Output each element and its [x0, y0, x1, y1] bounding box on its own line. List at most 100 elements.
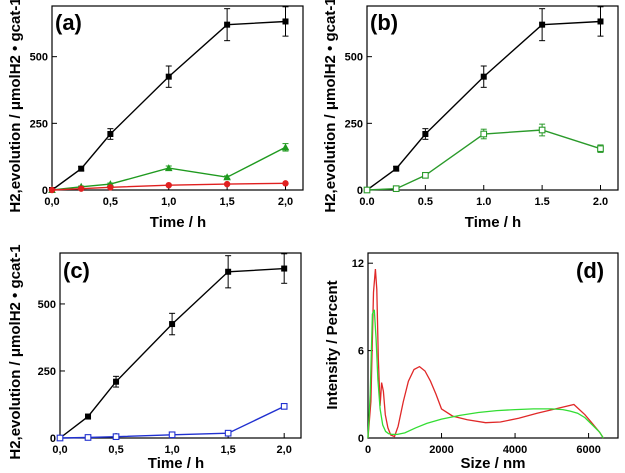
x-tick-label: 2000 — [429, 444, 453, 456]
data-point — [112, 433, 120, 441]
plot-frame-d — [367, 252, 619, 439]
y-tick-label: 0 — [50, 433, 56, 445]
x-tick-label: 0,0 — [44, 196, 59, 208]
panel-d: (d) Size / nm Intensity / Percent 0 2000 4… — [324, 252, 619, 472]
data-point — [113, 378, 120, 385]
data-point — [363, 186, 371, 194]
panel-label-b: (b) — [370, 10, 398, 35]
x-tick-label: 4000 — [503, 444, 527, 456]
x-tick-label: 2,0 — [278, 196, 293, 208]
data-point — [480, 73, 487, 80]
y-tick-label: 500 — [38, 299, 56, 311]
data-point — [165, 182, 172, 189]
x-tick-label: 0.0 — [359, 196, 374, 208]
series-line-green — [367, 309, 604, 439]
data-point — [168, 431, 176, 439]
panel-label-c: (c) — [63, 258, 90, 283]
ticks-d: 0 2000 4000 6000 0 6 12 — [352, 258, 601, 456]
x-tick-label: 0,5 — [103, 196, 118, 208]
series-line-black — [366, 20, 601, 191]
y-tick-label: 0 — [42, 185, 48, 197]
data-point — [48, 186, 56, 194]
data-point — [77, 185, 85, 192]
x-axis-title-d: Size / nm — [460, 455, 525, 472]
panel-label-a: (a) — [55, 10, 82, 35]
x-tick-label: 0.5 — [418, 196, 433, 208]
series-line-blue — [59, 405, 285, 439]
plot-frame-a — [51, 5, 304, 191]
data-point — [282, 180, 289, 187]
y-axis-title-d: Intensity / Percent — [324, 280, 341, 409]
data-point — [422, 131, 429, 137]
data-point — [164, 164, 173, 172]
x-axis-title-a: Time / h — [150, 214, 206, 231]
data-point — [392, 185, 400, 193]
y-tick-label: 500 — [30, 52, 48, 64]
x-tick-label: 0,5 — [108, 444, 123, 456]
marks-b — [363, 6, 604, 194]
x-tick-label: 1,0 — [164, 444, 179, 456]
x-tick-label: 2.0 — [593, 196, 608, 208]
data-point — [84, 434, 92, 441]
x-tick-label: 1,0 — [161, 196, 176, 208]
data-point — [281, 265, 288, 272]
data-point — [224, 429, 232, 437]
panel-c: (c) Time / h H2,evolution / μmolH2 • gca… — [7, 244, 302, 472]
data-point — [282, 18, 289, 25]
y-axis-title-c: H2,evolution / μmolH2 • gcat-1 — [7, 244, 24, 459]
ticks-a: 0,0 0,5 1,0 1,5 2,0 0 250 500 — [30, 52, 293, 208]
plot-frame-b — [366, 5, 619, 191]
data-point — [538, 126, 546, 134]
marks-d — [367, 268, 604, 439]
data-point — [224, 21, 231, 28]
data-point — [56, 434, 64, 442]
y-tick-label: 250 — [345, 118, 363, 130]
data-point — [480, 130, 488, 138]
data-point — [223, 180, 231, 188]
marks-c — [56, 253, 288, 442]
data-point — [597, 145, 604, 153]
data-point — [539, 21, 546, 28]
series-line-green — [51, 146, 286, 191]
series-line-green — [366, 129, 601, 191]
y-tick-label: 0 — [358, 433, 364, 445]
series-line-red — [51, 182, 286, 191]
ticks-c: 0,0 0,5 1,0 1,5 2,0 0 250 500 — [38, 299, 292, 456]
data-point — [165, 73, 172, 80]
x-axis-title-c: Time / h — [148, 455, 204, 472]
ticks-b: 0.0 0.5 1.0 1.5 2.0 0 250 500 — [345, 52, 608, 208]
x-tick-label: 2,0 — [277, 444, 292, 456]
x-tick-label: 0 — [365, 444, 371, 456]
data-point — [107, 131, 114, 137]
y-tick-label: 0 — [357, 185, 363, 197]
series-line-black — [51, 20, 286, 191]
data-point — [169, 321, 176, 328]
data-point — [280, 403, 288, 410]
data-point — [422, 171, 429, 179]
y-axis-title-b: H2,evolution / μmolH2 • gcat-1 — [322, 0, 339, 213]
x-tick-label: 6000 — [576, 444, 600, 456]
y-tick-label: 500 — [345, 52, 363, 64]
y-tick-label: 6 — [358, 346, 364, 358]
x-tick-label: 1,5 — [219, 196, 234, 208]
x-tick-label: 1.0 — [476, 196, 491, 208]
data-point — [225, 268, 232, 275]
y-axis-title-a: H2,evolution / μmolH2 • gcat-1 — [7, 0, 24, 213]
series-line-black — [59, 267, 285, 439]
data-point — [78, 165, 85, 172]
series-line-red — [367, 268, 604, 439]
x-axis-title-b: Time / h — [465, 214, 521, 231]
marks-a — [48, 6, 290, 194]
y-tick-label: 250 — [30, 118, 48, 130]
x-tick-label: 1,5 — [220, 444, 235, 456]
y-tick-label: 12 — [352, 258, 364, 270]
panel-b: (b) Time / h H2,evolution / μmolH2 • gca… — [322, 0, 619, 231]
data-point — [85, 413, 92, 420]
data-point — [393, 165, 400, 172]
data-point — [281, 143, 290, 151]
panel-label-d: (d) — [576, 258, 604, 283]
x-tick-label: 1.5 — [534, 196, 549, 208]
data-point — [223, 173, 231, 181]
data-point — [107, 184, 114, 191]
